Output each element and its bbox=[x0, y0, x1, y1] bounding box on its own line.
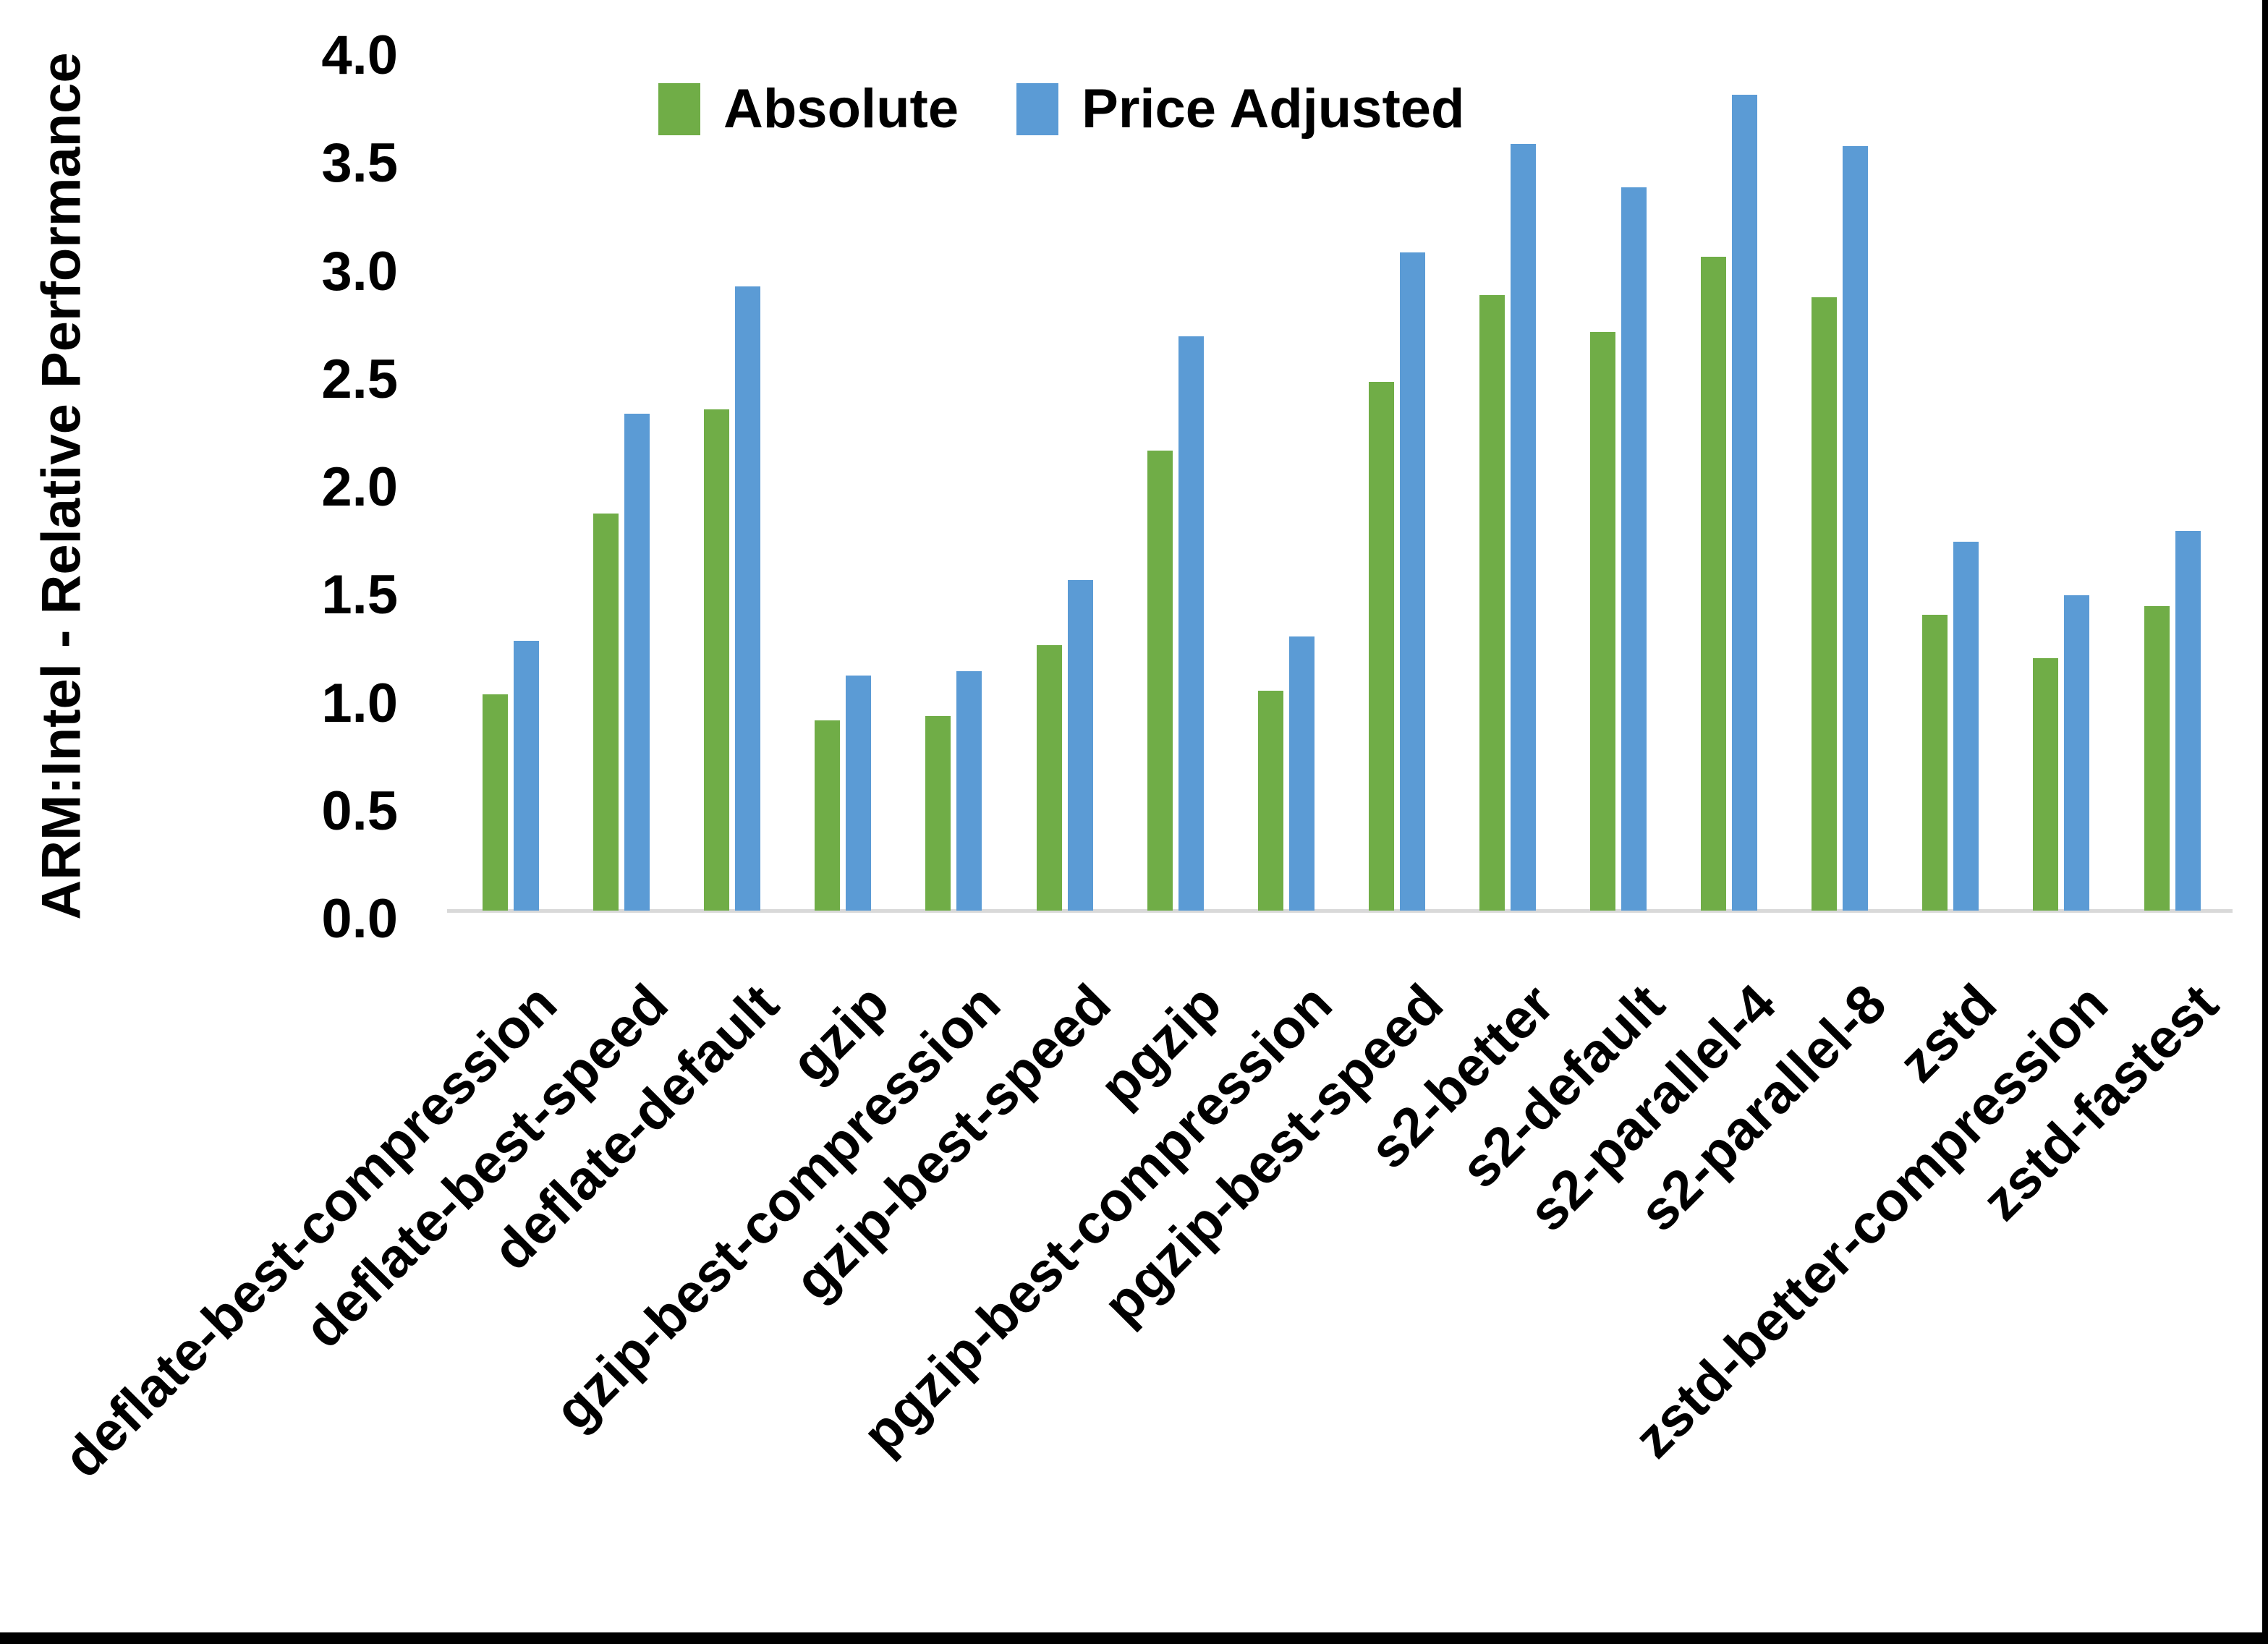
y-tick-label: 2.5 bbox=[321, 348, 398, 410]
bar-price-adjusted bbox=[956, 671, 982, 911]
legend-item-absolute: Absolute bbox=[658, 78, 959, 140]
y-tick-label: 3.0 bbox=[321, 240, 398, 302]
bar-absolute bbox=[1036, 645, 1062, 911]
bar-price-adjusted bbox=[1510, 144, 1536, 911]
legend-swatch-absolute bbox=[658, 83, 700, 135]
bar-price-adjusted bbox=[1399, 252, 1425, 911]
bar-price-adjusted bbox=[1953, 542, 1979, 911]
bar-price-adjusted bbox=[735, 286, 761, 911]
y-tick-label: 1.5 bbox=[321, 564, 398, 626]
y-tick-label: 1.0 bbox=[321, 672, 398, 734]
bar-absolute bbox=[815, 720, 841, 911]
bar-price-adjusted bbox=[1843, 146, 1869, 911]
bar-absolute bbox=[1590, 332, 1615, 911]
legend-swatch-price-adjusted bbox=[1016, 83, 1059, 135]
bar-price-adjusted bbox=[2064, 595, 2090, 911]
legend-item-price-adjusted: Price Adjusted bbox=[1016, 78, 1464, 140]
screenshot-right-border bbox=[2262, 0, 2268, 1644]
y-axis-title: ARM:Intel - Relative Performance bbox=[30, 52, 93, 920]
bar-absolute bbox=[2033, 658, 2059, 911]
bar-absolute bbox=[1812, 297, 1838, 911]
bar-absolute bbox=[925, 716, 951, 911]
bar-price-adjusted bbox=[1178, 336, 1204, 911]
y-tick-label: 0.5 bbox=[321, 780, 398, 842]
screenshot-bottom-border bbox=[0, 1632, 2268, 1644]
legend-label-price-adjusted: Price Adjusted bbox=[1082, 78, 1465, 140]
bar-absolute bbox=[593, 514, 619, 911]
bar-absolute bbox=[1368, 382, 1394, 911]
bar-absolute bbox=[1922, 615, 1948, 911]
y-tick-label: 4.0 bbox=[321, 25, 398, 86]
bar-price-adjusted bbox=[2175, 531, 2201, 911]
x-axis-line bbox=[447, 909, 2233, 913]
bar-price-adjusted bbox=[514, 641, 539, 911]
bar-absolute bbox=[1701, 257, 1727, 911]
bar-absolute bbox=[2144, 606, 2170, 911]
legend-label-absolute: Absolute bbox=[723, 78, 959, 140]
bar-price-adjusted bbox=[846, 676, 872, 911]
bar-absolute bbox=[704, 409, 730, 911]
bar-price-adjusted bbox=[624, 414, 650, 911]
bar-absolute bbox=[1257, 691, 1283, 911]
y-tick-label: 3.5 bbox=[321, 132, 398, 195]
bar-price-adjusted bbox=[1621, 187, 1647, 911]
legend: Absolute Price Adjusted bbox=[658, 78, 1464, 140]
y-tick-label: 2.0 bbox=[321, 456, 398, 518]
bar-price-adjusted bbox=[1732, 95, 1758, 911]
bar-absolute bbox=[1479, 295, 1505, 911]
bar-absolute bbox=[483, 694, 508, 911]
bar-price-adjusted bbox=[1067, 580, 1093, 911]
bar-price-adjusted bbox=[1288, 636, 1314, 911]
bar-absolute bbox=[1147, 451, 1173, 911]
y-tick-label: 0.0 bbox=[321, 888, 398, 950]
